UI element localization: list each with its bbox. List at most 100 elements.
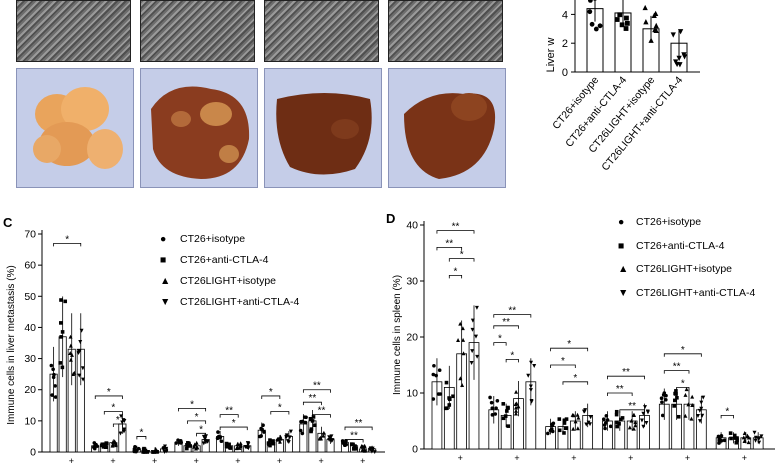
x-tick-label: + bbox=[628, 453, 633, 463]
data-point bbox=[752, 430, 757, 435]
significance-bracket bbox=[219, 426, 248, 431]
data-point bbox=[614, 412, 619, 417]
significance-bracket bbox=[676, 387, 690, 391]
significance-label: * bbox=[269, 387, 273, 398]
data-point bbox=[681, 52, 687, 58]
data-point bbox=[734, 440, 739, 445]
significance-bracket bbox=[720, 415, 734, 419]
data-point bbox=[753, 438, 758, 443]
data-point bbox=[321, 433, 326, 438]
significance-label: ** bbox=[309, 393, 317, 404]
data-point bbox=[458, 376, 463, 381]
data-point bbox=[529, 399, 534, 404]
y-tick-label: 40 bbox=[24, 322, 36, 334]
liver-weight-ylabel: Liver w bbox=[545, 38, 557, 73]
data-point bbox=[513, 411, 518, 416]
data-point bbox=[321, 430, 326, 435]
data-point bbox=[601, 417, 606, 422]
significance-label: * bbox=[567, 339, 571, 350]
data-point bbox=[532, 363, 537, 368]
data-point bbox=[735, 438, 739, 443]
data-point bbox=[284, 433, 289, 438]
data-point bbox=[717, 437, 722, 442]
data-point bbox=[308, 416, 313, 421]
x-tick-label: + bbox=[514, 453, 519, 463]
data-point bbox=[562, 431, 566, 435]
data-point bbox=[458, 321, 463, 326]
data-point bbox=[501, 416, 506, 421]
data-point bbox=[262, 430, 266, 434]
data-point bbox=[674, 61, 680, 68]
data-point bbox=[59, 321, 63, 325]
data-point bbox=[728, 431, 733, 435]
data-point bbox=[309, 428, 313, 433]
data-point bbox=[684, 387, 689, 392]
data-point bbox=[174, 441, 178, 445]
panel-d-letter: D bbox=[386, 211, 396, 226]
data-point bbox=[99, 443, 104, 448]
significance-label: ** bbox=[616, 384, 624, 395]
data-point bbox=[624, 15, 629, 21]
data-point bbox=[631, 413, 636, 417]
data-point bbox=[676, 55, 682, 62]
significance-bracket bbox=[112, 423, 123, 427]
data-point bbox=[76, 350, 81, 355]
significance-bracket bbox=[196, 432, 207, 437]
significance-label: ** bbox=[673, 362, 681, 373]
data-point bbox=[604, 414, 609, 418]
data-point bbox=[461, 337, 466, 342]
data-point bbox=[563, 426, 568, 431]
significance-label: * bbox=[107, 387, 111, 398]
data-point bbox=[59, 335, 64, 339]
significance-bracket bbox=[562, 381, 589, 385]
significance-bracket bbox=[270, 411, 290, 415]
data-point bbox=[589, 21, 595, 27]
data-point bbox=[437, 368, 442, 373]
y-tick-label: 70 bbox=[24, 229, 36, 241]
data-point bbox=[63, 299, 68, 304]
significance-label: * bbox=[139, 427, 143, 438]
y-tick-label: 10 bbox=[406, 388, 418, 400]
y-tick-label: 50 bbox=[24, 291, 36, 303]
data-point bbox=[101, 445, 106, 449]
data-point bbox=[643, 405, 648, 410]
significance-bracket bbox=[493, 314, 532, 318]
data-point bbox=[447, 403, 452, 407]
data-point bbox=[185, 443, 190, 448]
data-point bbox=[670, 32, 676, 38]
data-point bbox=[501, 402, 506, 406]
data-point bbox=[575, 412, 580, 417]
data-point bbox=[742, 439, 747, 444]
data-point bbox=[225, 444, 230, 449]
square-icon: ■ bbox=[160, 254, 167, 266]
data-point bbox=[529, 360, 534, 365]
data-point bbox=[674, 389, 678, 393]
legend-c-label: CT26+isotype bbox=[180, 233, 246, 245]
y-tick-label: 30 bbox=[406, 276, 418, 288]
data-point bbox=[58, 361, 63, 365]
significance-label: * bbox=[498, 334, 502, 345]
significance-bracket bbox=[94, 395, 123, 399]
data-point bbox=[188, 444, 193, 448]
data-point bbox=[368, 446, 373, 451]
legend-d-label: CT26+anti-CTLA-4 bbox=[636, 239, 725, 252]
significance-bracket bbox=[344, 426, 373, 431]
legend-c-entry-3: ▲ CT26LIGHT+isotype bbox=[160, 271, 299, 292]
data-point bbox=[444, 380, 449, 385]
data-point bbox=[513, 402, 518, 407]
significance-bracket bbox=[436, 230, 475, 234]
data-point bbox=[550, 423, 555, 428]
significance-label: ** bbox=[628, 401, 636, 412]
data-point bbox=[562, 418, 567, 423]
data-point bbox=[475, 354, 480, 359]
x-tick-label: + bbox=[277, 456, 282, 466]
data-point bbox=[549, 427, 554, 431]
data-point bbox=[328, 436, 333, 441]
data-point bbox=[557, 417, 562, 421]
significance-label: * bbox=[460, 250, 464, 261]
data-point bbox=[615, 420, 619, 425]
x-tick-label: + bbox=[194, 456, 199, 466]
significance-bracket bbox=[187, 420, 207, 424]
data-point bbox=[674, 392, 678, 396]
ultrasound-image-4 bbox=[388, 0, 503, 62]
